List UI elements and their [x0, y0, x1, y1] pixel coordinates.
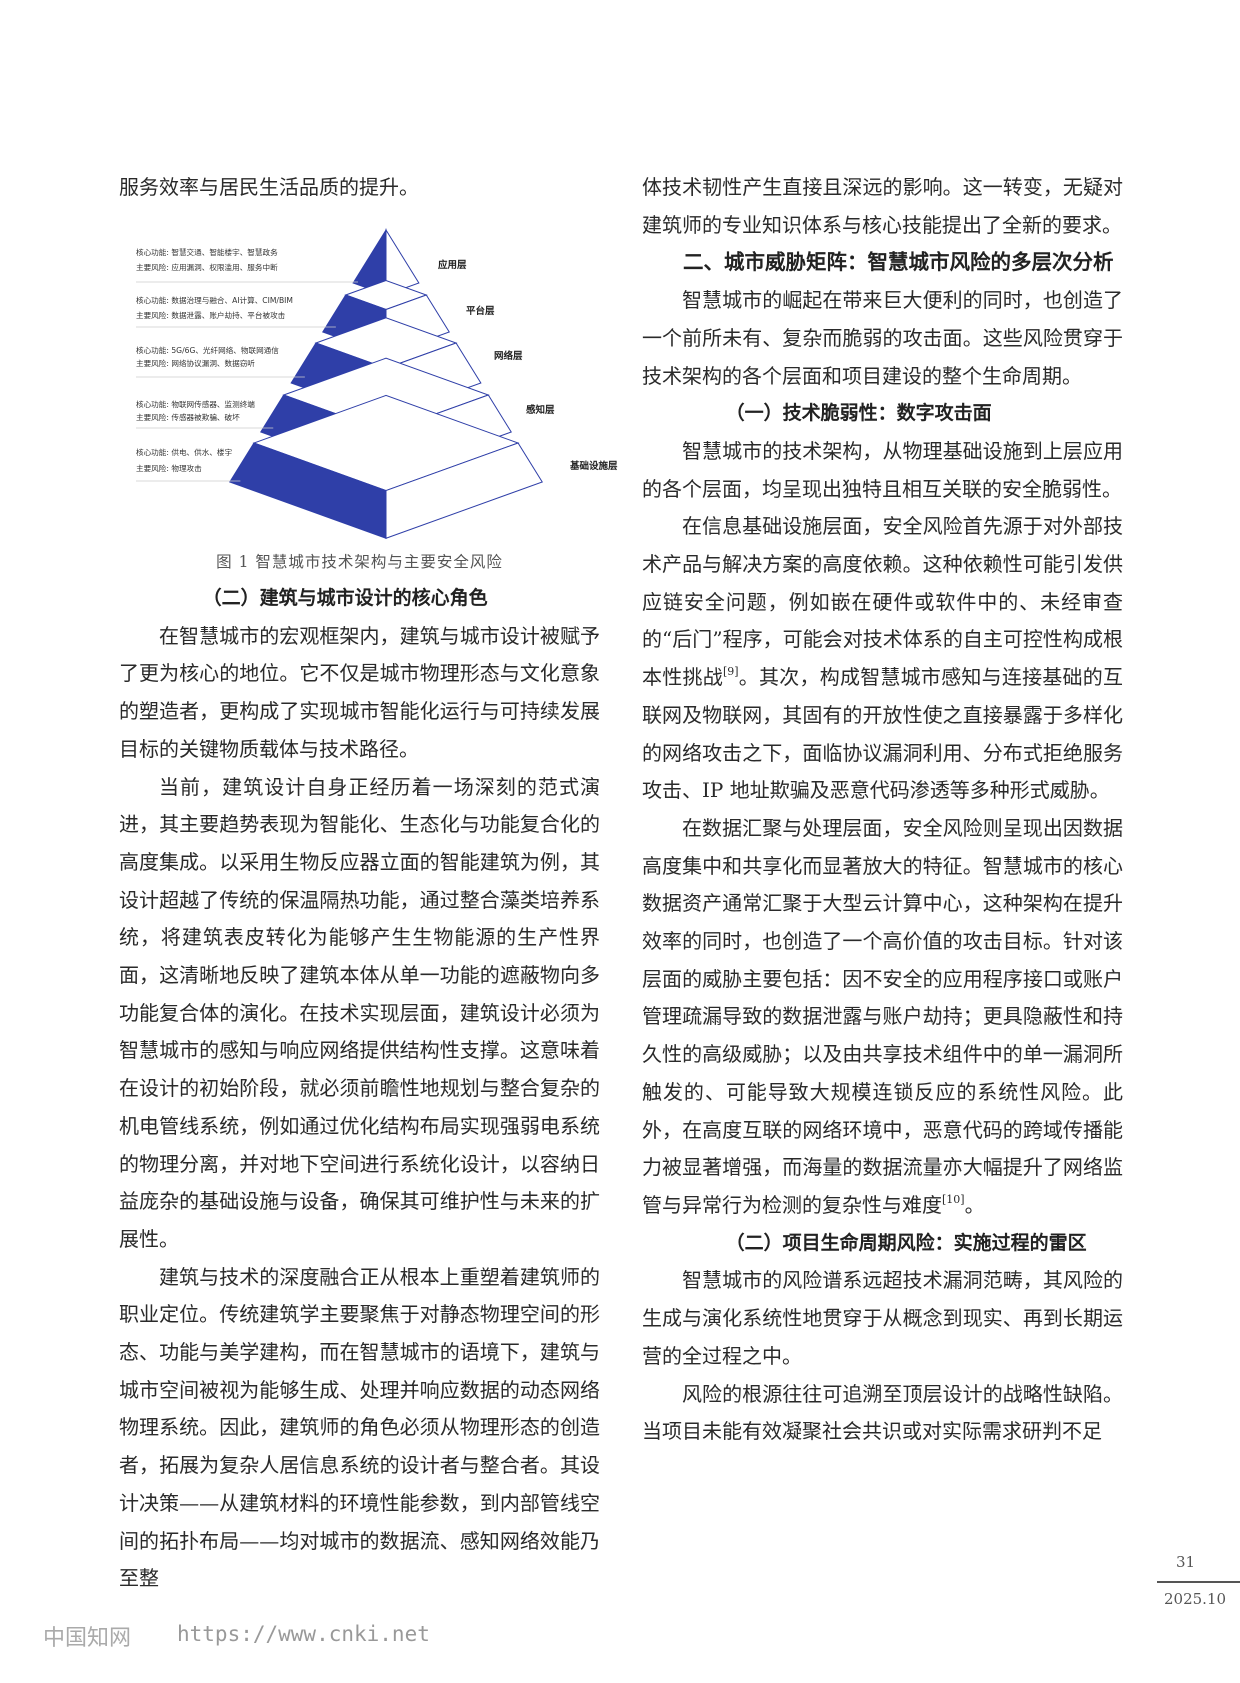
citation-ref[interactable]: [10] — [942, 1192, 965, 1206]
layer-label: 基础设施层 — [570, 461, 618, 472]
text: 在数据汇聚与处理层面，安全风险则呈现出因数据高度集中和共享化而显著放大的特征。智… — [642, 815, 1123, 1217]
layer-main-risk: 主要风险: 数据泄露、账户劫持、平台被攻击 — [136, 311, 286, 320]
subsection-heading: （一）技术脆弱性：数字攻击面 — [725, 402, 992, 425]
right-column: 体技术韧性产生直接且深远的影响。这一转变，无疑对建筑师的专业知识体系与核心技能提… — [642, 169, 1123, 1451]
figure-caption: 图 1 智慧城市技术架构与主要安全风险 — [216, 553, 503, 571]
layer-main-risk: 主要风险: 网络协议漏洞、数据窃听 — [136, 359, 255, 368]
pyramid-figure: 核心功能: 智慧交通、智能楼宇、智慧政务 主要风险: 应用漏洞、权限滥用、服务中断… — [118, 220, 618, 550]
layer-core-function: 核心功能: 5G/6G、光纤网络、物联网通信 — [136, 346, 279, 355]
citation-ref[interactable]: [9] — [722, 665, 739, 679]
section-title: 二、城市威胁矩阵：智慧城市风险的多层次分析 — [683, 250, 1114, 275]
paragraph: 智慧城市的崛起在带来巨大便利的同时，也创造了一个前所未有、复杂而脆弱的攻击面。这… — [642, 288, 1123, 388]
layer-main-risk: 主要风险: 物理攻击 — [136, 464, 202, 473]
pyramid-diagram — [136, 228, 543, 539]
layer-core-function: 核心功能: 数据治理与融合、AI计算、CIM/BIM — [136, 296, 293, 305]
text: 在信息基础设施层面，安全风险首先源于对外部技术产品与解决方案的高度依赖。这种依赖… — [642, 514, 1123, 690]
layer-core-function: 核心功能: 供电、供水、楼宇 — [136, 448, 233, 457]
paragraph: 风险的根源往往可追溯至顶层设计的战略性缺陷。当项目未能有效凝聚社会共识或对实际需… — [642, 1381, 1123, 1444]
layer-label: 应用层 — [438, 260, 467, 271]
page-number: 31 — [1176, 1553, 1196, 1571]
paragraph: 建筑与技术的深度融合正从根本上重塑着建筑师的职业定位。传统建筑学主要聚焦于对静态… — [119, 1264, 600, 1591]
layer-label: 平台层 — [466, 306, 495, 317]
paragraph: 智慧城市的技术架构，从物理基础设施到上层应用的各个层面，均呈现出独特且相互关联的… — [642, 438, 1123, 501]
text: 。其次，构成智慧城市感知与连接基础的互联网及物联网，其固有的开放性使之直接暴露于… — [642, 665, 1124, 803]
paragraph: 服务效率与居民生活品质的提升。 — [119, 175, 419, 199]
text: 。 — [964, 1192, 985, 1217]
layer-label: 感知层 — [526, 405, 555, 416]
watermark-url: https://www.cnki.net — [177, 1622, 430, 1646]
layer-core-function: 核心功能: 物联网传感器、监测终端 — [136, 400, 255, 409]
layer-core-function: 核心功能: 智慧交通、智能楼宇、智慧政务 — [136, 248, 278, 257]
left-column-body: （二）建筑与城市设计的核心角色 在智慧城市的宏观框架内，建筑与城市设计被赋予了更… — [119, 580, 600, 1598]
issue-date: 2025.10 — [1164, 1590, 1227, 1608]
left-column-top: 服务效率与居民生活品质的提升。 — [119, 169, 600, 207]
layer-main-risk: 主要风险: 应用漏洞、权限滥用、服务中断 — [136, 263, 278, 272]
subsection-heading: （二）项目生命周期风险：实施过程的雷区 — [725, 1231, 1087, 1254]
paragraph: 体技术韧性产生直接且深远的影响。这一转变，无疑对建筑师的专业知识体系与核心技能提… — [642, 175, 1123, 237]
watermark-logo: 中国知网 — [43, 1626, 132, 1651]
layer-main-risk: 主要风险: 传感器被欺骗、破坏 — [136, 413, 240, 422]
paragraph: 当前，建筑设计自身正经历着一场深刻的范式演进，其主要趋势表现为智能化、生态化与功… — [119, 774, 600, 1251]
paragraph: 智慧城市的风险谱系远超技术漏洞范畴，其风险的生成与演化系统性地贯穿于从概念到现实… — [642, 1268, 1123, 1368]
paragraph: 在数据汇聚与处理层面，安全风险则呈现出因数据高度集中和共享化而显著放大的特征。智… — [642, 810, 1123, 1225]
divider — [1157, 1581, 1240, 1583]
paragraph: 在智慧城市的宏观框架内，建筑与城市设计被赋予了更为核心的地位。它不仅是城市物理形… — [119, 623, 600, 761]
layer-right-face — [385, 442, 543, 539]
paragraph: 在信息基础设施层面，安全风险首先源于对外部技术产品与解决方案的高度依赖。这种依赖… — [642, 508, 1123, 810]
layer-label: 网络层 — [494, 351, 523, 362]
section-heading: （二）建筑与城市设计的核心角色 — [202, 587, 488, 609]
